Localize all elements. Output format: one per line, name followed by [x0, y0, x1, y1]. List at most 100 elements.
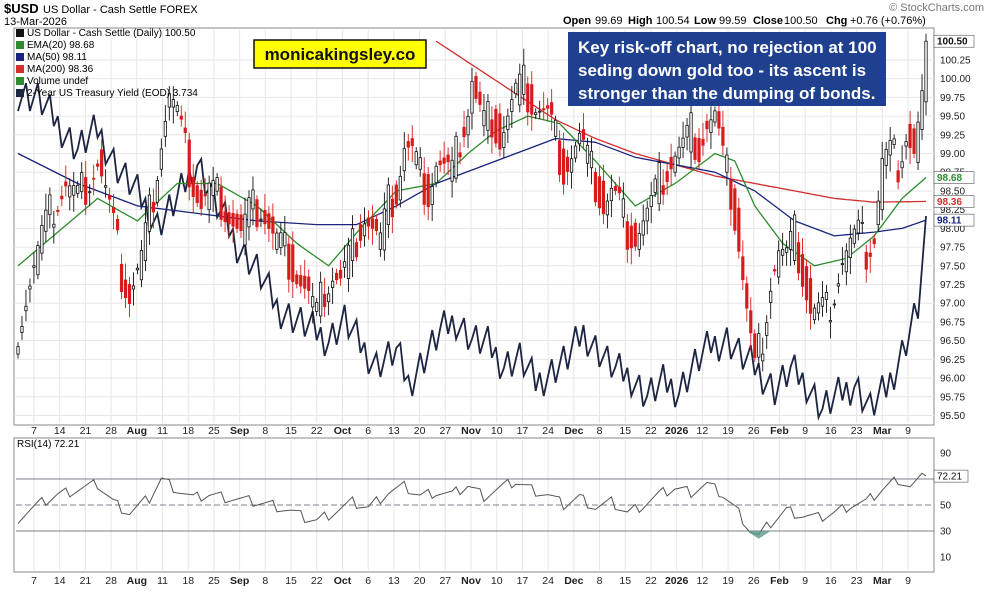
- candle-body: [916, 121, 920, 163]
- candle-body: [458, 152, 462, 158]
- candle-body: [486, 101, 490, 131]
- candle-body: [908, 123, 912, 148]
- price-x-tick-label: 22: [311, 425, 323, 437]
- rsi-x-tick-label: 13: [388, 575, 400, 587]
- candle-body: [430, 186, 434, 205]
- yield-line: [17, 82, 927, 421]
- rsi-y-tick-label: 30: [940, 527, 952, 538]
- candle-body: [804, 266, 809, 301]
- candle-body: [60, 195, 64, 200]
- candle-body: [92, 177, 96, 180]
- price-y-tick-label: 100.25: [940, 55, 971, 66]
- candle-body: [203, 194, 207, 197]
- rsi-line: [17, 472, 927, 539]
- candle-body: [526, 83, 530, 113]
- candle-body: [438, 160, 442, 166]
- candle-body: [725, 154, 729, 173]
- candle-body: [151, 201, 155, 213]
- candle-body: [135, 267, 140, 271]
- candle-body: [677, 146, 681, 159]
- candle-body: [585, 144, 590, 164]
- price-y-tick-label: 96.50: [940, 336, 965, 347]
- candle-body: [613, 186, 617, 191]
- candle-body: [84, 177, 88, 205]
- candle-body: [48, 194, 52, 216]
- candle-body: [657, 162, 661, 205]
- candle-body: [550, 102, 554, 115]
- rsi-oversold-fill: [746, 531, 771, 539]
- rsi-y-axis: 103050709072.21: [933, 449, 969, 564]
- candle-body: [40, 224, 44, 254]
- rsi-x-tick-label: Nov: [461, 575, 481, 587]
- candle-body: [143, 222, 148, 261]
- candle-body: [737, 207, 741, 252]
- instrument-name: US Dollar - Cash Settle FOREX: [43, 4, 198, 16]
- candle-body: [924, 40, 928, 103]
- rsi-x-tick-label: 15: [619, 575, 631, 587]
- candle-body: [741, 256, 745, 281]
- candle-body: [466, 116, 470, 136]
- candle-body: [327, 293, 331, 303]
- candle-body: [538, 110, 542, 113]
- candle-body: [44, 209, 48, 232]
- candle-body: [307, 276, 311, 291]
- candle-body: [163, 120, 167, 137]
- candle-body: [64, 181, 68, 187]
- candle-body: [147, 194, 152, 232]
- price-x-tick-label: 11: [157, 425, 168, 437]
- legend-ema20: EMA(20) 98.68: [27, 40, 95, 51]
- price-x-tick-label: 16: [825, 425, 837, 437]
- candle-body: [323, 293, 327, 307]
- candle-body: [769, 290, 773, 303]
- candle-body: [721, 126, 725, 146]
- price-y-tick-label: 99.50: [940, 112, 965, 123]
- price-y-tick-label: 98.25: [940, 205, 965, 216]
- brand-text: monicakingsley.co: [265, 45, 416, 64]
- candle-body: [279, 232, 283, 248]
- candle-body: [820, 297, 825, 307]
- price-x-tick-label: Aug: [127, 425, 147, 437]
- candle-body: [283, 232, 287, 247]
- candle-body: [426, 174, 430, 208]
- candle-body: [191, 177, 195, 197]
- candle-body: [637, 233, 641, 250]
- close-label: Close: [753, 15, 783, 27]
- candle-body: [510, 99, 514, 112]
- candle-body: [422, 173, 426, 205]
- candle-body: [713, 110, 717, 123]
- candle-body: [653, 178, 657, 193]
- price-y-tick-label: 98.00: [940, 224, 965, 235]
- candle-body: [581, 129, 586, 140]
- candle-body: [785, 247, 789, 253]
- candle-body: [669, 156, 673, 170]
- candle-body: [709, 119, 713, 133]
- open-value: 99.69: [595, 15, 623, 27]
- candle-body: [789, 230, 793, 250]
- candle-body: [868, 252, 872, 257]
- candle-body: [836, 283, 840, 287]
- rsi-x-tick-label: 8: [262, 575, 268, 587]
- ma50-tag-text: 98.11: [937, 216, 962, 227]
- candle-body: [781, 248, 785, 256]
- candle-body: [470, 80, 474, 114]
- price-y-tick-label: 97.00: [940, 299, 965, 310]
- candle-body: [410, 138, 414, 147]
- price-x-tick-label: 24: [542, 425, 554, 437]
- candle-body: [569, 158, 574, 173]
- candle-body: [681, 137, 685, 148]
- candle-body: [275, 232, 279, 250]
- candle-body: [32, 265, 36, 268]
- candle-body: [211, 179, 215, 196]
- candle-body: [828, 320, 833, 323]
- candle-body: [227, 212, 231, 225]
- candle-body: [542, 108, 546, 111]
- candle-body: [311, 296, 315, 308]
- candle-body: [382, 208, 386, 251]
- rsi-x-tick-label: 18: [182, 575, 194, 587]
- price-x-tick-label: 15: [285, 425, 297, 437]
- candle-body: [645, 207, 649, 222]
- candle-body: [88, 191, 92, 194]
- candle-body: [442, 157, 446, 164]
- candle-body: [745, 283, 749, 309]
